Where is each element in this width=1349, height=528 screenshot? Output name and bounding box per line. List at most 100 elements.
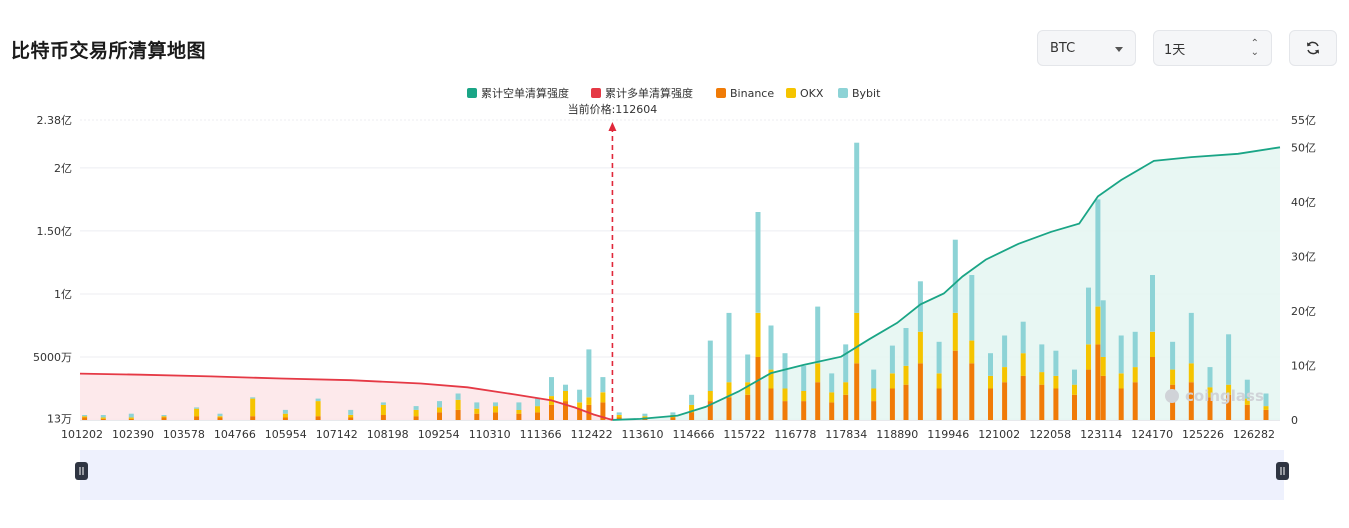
watermark-text: coinglass [1185, 387, 1264, 405]
left-tick-label: 1.50亿 [37, 225, 73, 238]
bar-bybit [516, 402, 522, 410]
bar-okx [600, 392, 606, 403]
right-tick-label: 40亿 [1291, 196, 1316, 209]
bar-binance [1095, 344, 1101, 420]
bar-bybit [217, 413, 223, 417]
x-tick-label: 102390 [112, 428, 154, 441]
long-area [80, 373, 613, 420]
slider-handle-left[interactable] [75, 462, 88, 480]
left-tick-label: 2.38亿 [37, 114, 73, 127]
bar-okx [616, 415, 622, 418]
bar-binance [577, 408, 583, 420]
bar-binance [917, 363, 923, 420]
bar-binance [1039, 384, 1045, 420]
bar-bybit [315, 398, 321, 402]
legend-swatch [467, 88, 477, 98]
slider-handle-right[interactable] [1276, 462, 1289, 480]
bar-binance [563, 401, 568, 420]
bar-okx [437, 407, 442, 413]
bar-binance [161, 417, 167, 420]
left-tick-label: 1亿 [54, 288, 72, 301]
bar-okx [642, 416, 648, 418]
bar-bybit [843, 344, 849, 383]
bar-okx [755, 312, 761, 357]
bar-bybit [755, 212, 761, 313]
period-select[interactable]: 1天 ⌃ ⌄ [1153, 30, 1272, 66]
bar-bybit [380, 402, 386, 405]
bar-bybit [1226, 334, 1232, 385]
long-cumulative-line [79, 372, 613, 421]
bar-binance [1086, 369, 1091, 420]
bar-binance [969, 363, 975, 420]
short-area [612, 147, 1280, 421]
bar-bybit [161, 415, 167, 417]
refresh-icon [1307, 41, 1319, 55]
bar-bybit [726, 312, 732, 383]
bar-bybit [871, 369, 877, 389]
bar-bybit [1244, 379, 1250, 399]
bar-okx [988, 375, 993, 389]
bar-bybit [474, 402, 480, 409]
bar-okx [768, 369, 774, 389]
bar-binance [707, 401, 713, 420]
bar-binance [889, 388, 895, 420]
bar-binance [1207, 397, 1213, 420]
bar-bybit [854, 142, 860, 313]
bar-bybit [1263, 393, 1269, 407]
bar-bybit [815, 306, 821, 364]
bar-bybit [889, 345, 895, 374]
bar-okx [745, 382, 751, 395]
bar-okx [161, 416, 167, 418]
bar-okx [413, 409, 419, 417]
bar-binance [1188, 382, 1194, 420]
bar-okx [782, 388, 788, 402]
bar-bybit [952, 239, 958, 313]
bar-okx [707, 391, 713, 402]
right-tick-label: 0 [1291, 414, 1298, 427]
bar-bybit [413, 406, 419, 410]
bar-okx [1226, 384, 1232, 395]
bar-okx [871, 388, 877, 402]
bar-bybit [535, 398, 540, 407]
bar-okx [82, 416, 88, 418]
bar-bybit [782, 353, 788, 389]
left-tick-label: 5000万 [33, 351, 72, 364]
x-tick-label: 112422 [571, 428, 613, 441]
bar-bybit [194, 407, 200, 409]
bar-okx [801, 391, 807, 402]
x-tick-label: 126282 [1233, 428, 1275, 441]
bar-bybit [455, 393, 461, 400]
bar-binance [348, 417, 354, 420]
bar-binance [1118, 388, 1124, 420]
x-tick-label: 121002 [978, 428, 1020, 441]
bar-bybit [1100, 300, 1106, 357]
bar-binance [903, 384, 909, 420]
bar-okx [577, 402, 583, 409]
bar-okx [1132, 367, 1138, 383]
bar-okx [217, 416, 223, 418]
bar-binance [535, 412, 540, 420]
page-title: 比特币交易所清算地图 [11, 40, 207, 62]
x-tick-label: 111366 [520, 428, 562, 441]
bar-bybit [1150, 275, 1155, 332]
bar-bybit [1207, 367, 1213, 388]
zoom-slider[interactable] [75, 450, 1289, 500]
refresh-button[interactable] [1289, 30, 1337, 66]
current-price-arrow-icon [608, 122, 617, 131]
right-tick-label: 20亿 [1291, 305, 1316, 318]
bar-binance [829, 402, 835, 420]
bar-bybit [1053, 350, 1059, 376]
bar-bybit [1020, 321, 1026, 354]
bar-okx [1118, 373, 1124, 389]
bar-binance [516, 413, 522, 420]
coin-select[interactable]: BTC [1037, 30, 1136, 66]
bar-binance [217, 417, 223, 420]
bar-okx [128, 417, 134, 419]
bar-binance [413, 416, 419, 420]
x-tick-label: 107142 [316, 428, 358, 441]
bar-binance [455, 409, 461, 420]
short-cumulative-line [612, 146, 1281, 421]
bar-binance [250, 416, 256, 420]
bar-okx [952, 312, 958, 351]
bar-okx [1072, 384, 1077, 395]
